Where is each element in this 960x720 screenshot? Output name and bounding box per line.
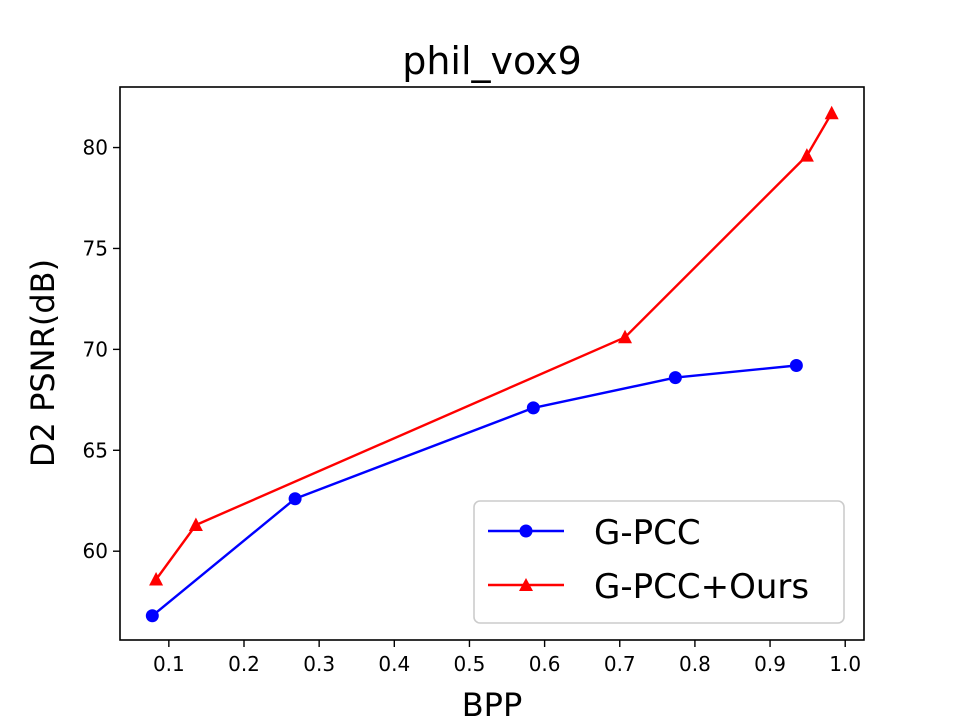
x-axis-label: BPP [462,686,523,720]
data-point-g-pcc [668,371,682,385]
chart-title: phil_vox9 [402,39,582,83]
series-layer [145,105,839,623]
x-tick-label: 0.3 [303,652,335,676]
y-axis-label: D2 PSNR(dB) [24,259,62,467]
x-tick-label: 0.4 [378,652,410,676]
x-tick-label: 0.8 [679,652,711,676]
y-tick-label: 65 [83,438,108,462]
x-tick-label: 0.7 [604,652,636,676]
data-point-g-pcc-ours [618,329,633,344]
y-tick-label: 75 [83,236,108,260]
x-axis: 0.1 0.2 0.3 0.4 0.5 0.6 0.7 0.8 0.9 1.0 [153,640,861,676]
data-point-g-pcc [288,492,302,506]
data-point-g-pcc [526,401,540,415]
legend-marker-gpcc [519,524,533,538]
data-point-g-pcc [145,609,159,623]
x-tick-label: 0.2 [228,652,260,676]
legend-label-gpcc: G-PCC [594,513,701,553]
legend-box [473,500,845,624]
data-point-g-pcc-ours [188,517,203,531]
legend-marker-gpcc-ours [519,578,533,591]
data-point-g-pcc-ours [149,571,164,586]
x-tick-label: 1.0 [829,652,861,676]
legend: G-PCC G-PCC+Ours [473,500,845,624]
y-axis: 60 65 70 75 80 [83,136,120,563]
plot-area [119,86,865,641]
data-point-g-pcc-ours [824,105,839,120]
x-tick-label: 0.5 [454,652,486,676]
legend-label-gpcc-ours: G-PCC+Ours [594,567,809,607]
y-tick-label: 80 [83,136,108,160]
x-tick-label: 0.1 [153,652,185,676]
x-tick-label: 0.9 [754,652,786,676]
data-point-g-pcc [789,359,803,373]
x-tick-label: 0.6 [529,652,561,676]
y-tick-label: 60 [83,539,108,563]
data-point-g-pcc-ours [799,148,814,162]
y-tick-label: 70 [83,337,108,361]
